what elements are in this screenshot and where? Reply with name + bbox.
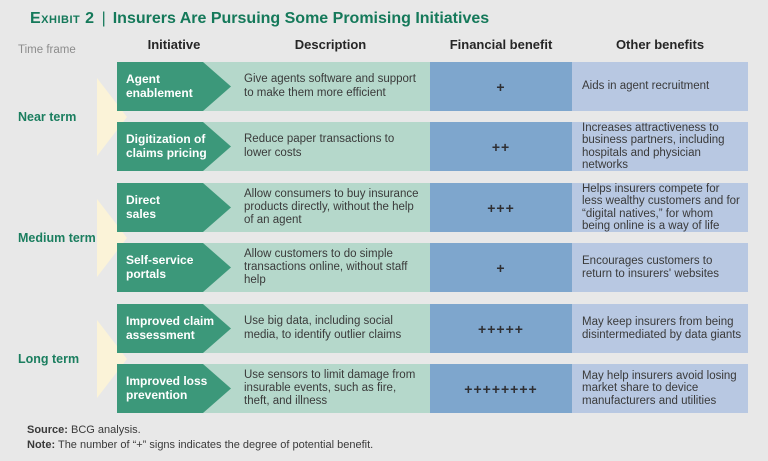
description-text: Use sensors to limit damage from insurab…: [244, 368, 416, 408]
description-cell: Reduce paper transactions to lower costs: [203, 122, 430, 171]
financial-benefit-cell: +++++: [430, 304, 572, 353]
other-benefits-cell: May keep insurers from being disintermed…: [572, 304, 748, 353]
footer: Source: BCG analysis. Note: The number o…: [27, 424, 373, 454]
title-separator: |: [101, 10, 106, 27]
financial-benefit-cell: +: [430, 62, 572, 111]
column-header-other-benefits: Other benefits: [615, 37, 705, 52]
description-text: Allow consumers to buy insurance product…: [244, 187, 419, 227]
other-benefits-cell: May help insurers avoid losing market sh…: [572, 364, 748, 413]
initiatives-table: Near term Agent enablement Give agents s…: [0, 62, 768, 413]
other-benefits-text: May keep insurers from being disintermed…: [582, 316, 742, 341]
title-text: Insurers Are Pursuing Some Promising Ini…: [112, 10, 490, 27]
time-frame-label: Near term: [18, 109, 77, 124]
initiative-cell: Direct sales: [117, 183, 231, 232]
note-label: Note:: [27, 439, 56, 451]
source-text: BCG analysis.: [71, 424, 141, 436]
other-benefits-text: Aids in agent recruitment: [582, 80, 710, 93]
other-benefits-cell: Aids in agent recruitment: [572, 62, 748, 111]
description-text: Give agents software and support to make…: [244, 73, 416, 99]
initiative-cell: Digitization of claims pricing: [117, 122, 231, 171]
other-benefits-text: Increases attractiveness to business par…: [582, 121, 725, 171]
table-row: Direct sales Allow consumers to buy insu…: [0, 183, 768, 232]
table-row: Self-service portals Allow customers to …: [0, 243, 768, 292]
financial-benefit-cell: ++++++++: [430, 364, 572, 413]
description-cell: Use big data, including social media, to…: [203, 304, 430, 353]
note-text: The number of “+” signs indicates the de…: [57, 439, 374, 451]
source-line: Source: BCG analysis.: [27, 424, 373, 436]
other-benefits-cell: Helps insurers compete for less wealthy …: [572, 183, 748, 232]
description-cell: Give agents software and support to make…: [203, 62, 430, 111]
time-frame-label: Long term: [18, 351, 80, 366]
group-near-term: Near term Agent enablement Give agents s…: [0, 62, 768, 171]
other-benefits-text: Encourages customers to return to insure…: [582, 255, 720, 280]
group-long-term: Long term Improved claim assessment Use …: [0, 304, 768, 413]
source-label: Source:: [27, 424, 68, 436]
column-header-time-frame: Time frame: [18, 44, 76, 56]
table-row: Digitization of claims pricing Reduce pa…: [0, 122, 768, 171]
column-header-initiative: Initiative: [147, 37, 201, 52]
description-text: Allow customers to do simple transaction…: [244, 247, 408, 287]
other-benefits-cell: Encourages customers to return to insure…: [572, 243, 748, 292]
financial-benefit-cell: +++: [430, 183, 572, 232]
table-row: Agent enablement Give agents software an…: [0, 62, 768, 111]
description-cell: Allow customers to do simple transaction…: [203, 243, 430, 292]
table-row: Improved loss prevention Use sensors to …: [0, 364, 768, 413]
initiative-cell: Improved loss prevention: [117, 364, 231, 413]
initiative-cell: Self-service portals: [117, 243, 231, 292]
column-header-financial-benefit: Financial benefit: [449, 37, 553, 52]
financial-benefit-cell: ++: [430, 122, 572, 171]
description-cell: Use sensors to limit damage from insurab…: [203, 364, 430, 413]
exhibit-label: Exhibit 2: [30, 10, 95, 27]
column-header-description: Description: [294, 37, 367, 52]
table-row: Improved claim assessment Use big data, …: [0, 304, 768, 353]
initiative-cell: Agent enablement: [117, 62, 231, 111]
initiative-cell: Improved claim assessment: [117, 304, 231, 353]
description-text: Reduce paper transactions to lower costs: [244, 133, 395, 159]
financial-benefit-cell: +: [430, 243, 572, 292]
time-frame-label: Medium term: [18, 230, 96, 245]
note-line: Note: The number of “+” signs indicates …: [27, 439, 373, 451]
group-medium-term: Medium term Direct sales Allow consumers…: [0, 183, 768, 292]
other-benefits-cell: Increases attractiveness to business par…: [572, 122, 748, 171]
other-benefits-text: Helps insurers compete for less wealthy …: [582, 182, 740, 232]
other-benefits-text: May help insurers avoid losing market sh…: [582, 370, 737, 407]
description-text: Use big data, including social media, to…: [244, 315, 402, 341]
page-title: Exhibit 2 | Insurers Are Pursuing Some Pro…: [30, 10, 489, 28]
description-cell: Allow consumers to buy insurance product…: [203, 183, 430, 232]
